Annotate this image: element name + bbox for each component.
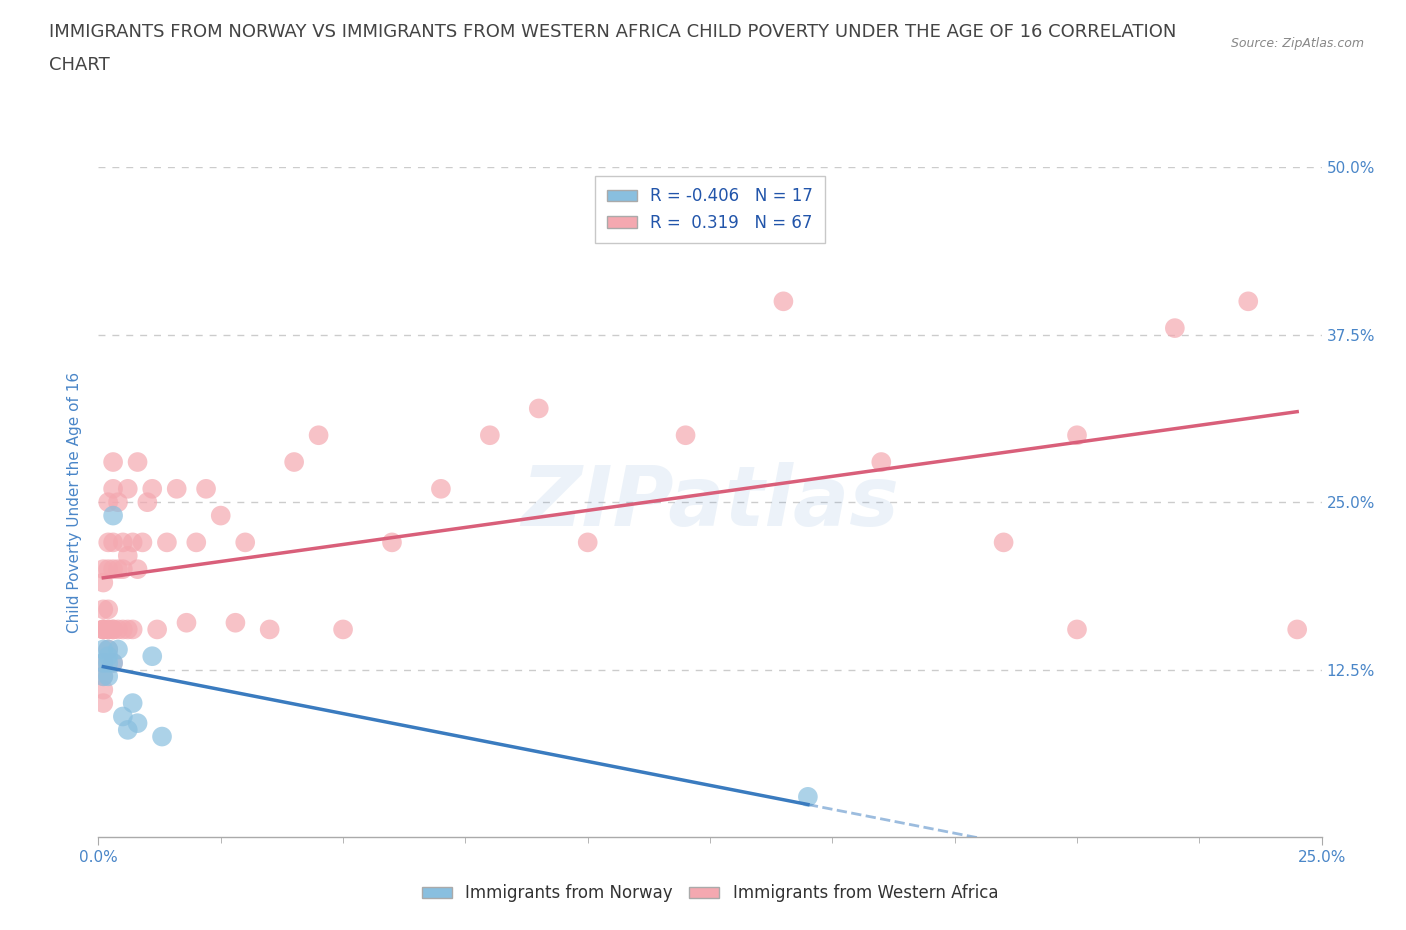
Point [91,669,114,684]
Point [772,294,794,309]
Point [195,482,218,497]
Point [91,642,114,657]
Point [97,602,120,617]
Point [97,649,120,664]
Point [1066,622,1088,637]
Text: ZIPatlas: ZIPatlas [522,461,898,543]
Point [1237,294,1260,309]
Point [107,642,129,657]
Point [101,622,124,637]
Point [993,535,1015,550]
Point [527,401,550,416]
Point [91,622,114,637]
Point [308,428,330,443]
Point [111,562,134,577]
Point [97,622,120,637]
Point [111,622,134,637]
Point [91,656,114,671]
Point [150,729,173,744]
Point [101,656,124,671]
Point [91,669,114,684]
Point [283,455,305,470]
Point [111,535,134,550]
Point [117,549,139,564]
Point [478,428,501,443]
Point [381,535,404,550]
Point [91,622,114,637]
Point [1066,428,1088,443]
Point [797,790,820,804]
Point [121,622,143,637]
Point [91,656,114,671]
Point [107,495,129,510]
Y-axis label: Child Poverty Under the Age of 16: Child Poverty Under the Age of 16 [67,372,83,632]
Point [136,495,159,510]
Point [127,562,149,577]
Point [259,622,281,637]
Point [127,455,149,470]
Point [209,508,232,523]
Point [91,562,114,577]
Point [97,642,120,657]
Point [97,495,120,510]
Text: CHART: CHART [49,56,110,73]
Point [141,649,163,664]
Point [97,642,120,657]
Point [97,622,120,637]
Point [1286,622,1309,637]
Point [101,656,124,671]
Point [117,622,139,637]
Point [97,562,120,577]
Point [146,622,169,637]
Point [131,535,153,550]
Point [117,723,139,737]
Point [870,455,893,470]
Point [224,616,246,631]
Point [111,709,134,724]
Point [101,482,124,497]
Point [121,535,143,550]
Point [91,575,114,590]
Point [97,656,120,671]
Point [1164,321,1187,336]
Point [176,616,198,631]
Point [121,696,143,711]
Point [101,622,124,637]
Legend: Immigrants from Norway, Immigrants from Western Africa: Immigrants from Norway, Immigrants from … [415,878,1005,909]
Point [166,482,188,497]
Point [101,455,124,470]
Point [91,622,114,637]
Point [430,482,453,497]
Point [97,669,120,684]
Point [107,562,129,577]
Point [91,683,114,698]
Point [101,508,124,523]
Point [675,428,697,443]
Point [127,716,149,731]
Point [91,602,114,617]
Point [91,696,114,711]
Point [186,535,208,550]
Point [156,535,179,550]
Point [141,482,163,497]
Text: Source: ZipAtlas.com: Source: ZipAtlas.com [1230,37,1364,50]
Point [117,482,139,497]
Point [107,622,129,637]
Point [101,562,124,577]
Point [101,535,124,550]
Point [233,535,256,550]
Point [332,622,354,637]
Point [97,535,120,550]
Point [576,535,599,550]
Text: IMMIGRANTS FROM NORWAY VS IMMIGRANTS FROM WESTERN AFRICA CHILD POVERTY UNDER THE: IMMIGRANTS FROM NORWAY VS IMMIGRANTS FRO… [49,23,1177,41]
